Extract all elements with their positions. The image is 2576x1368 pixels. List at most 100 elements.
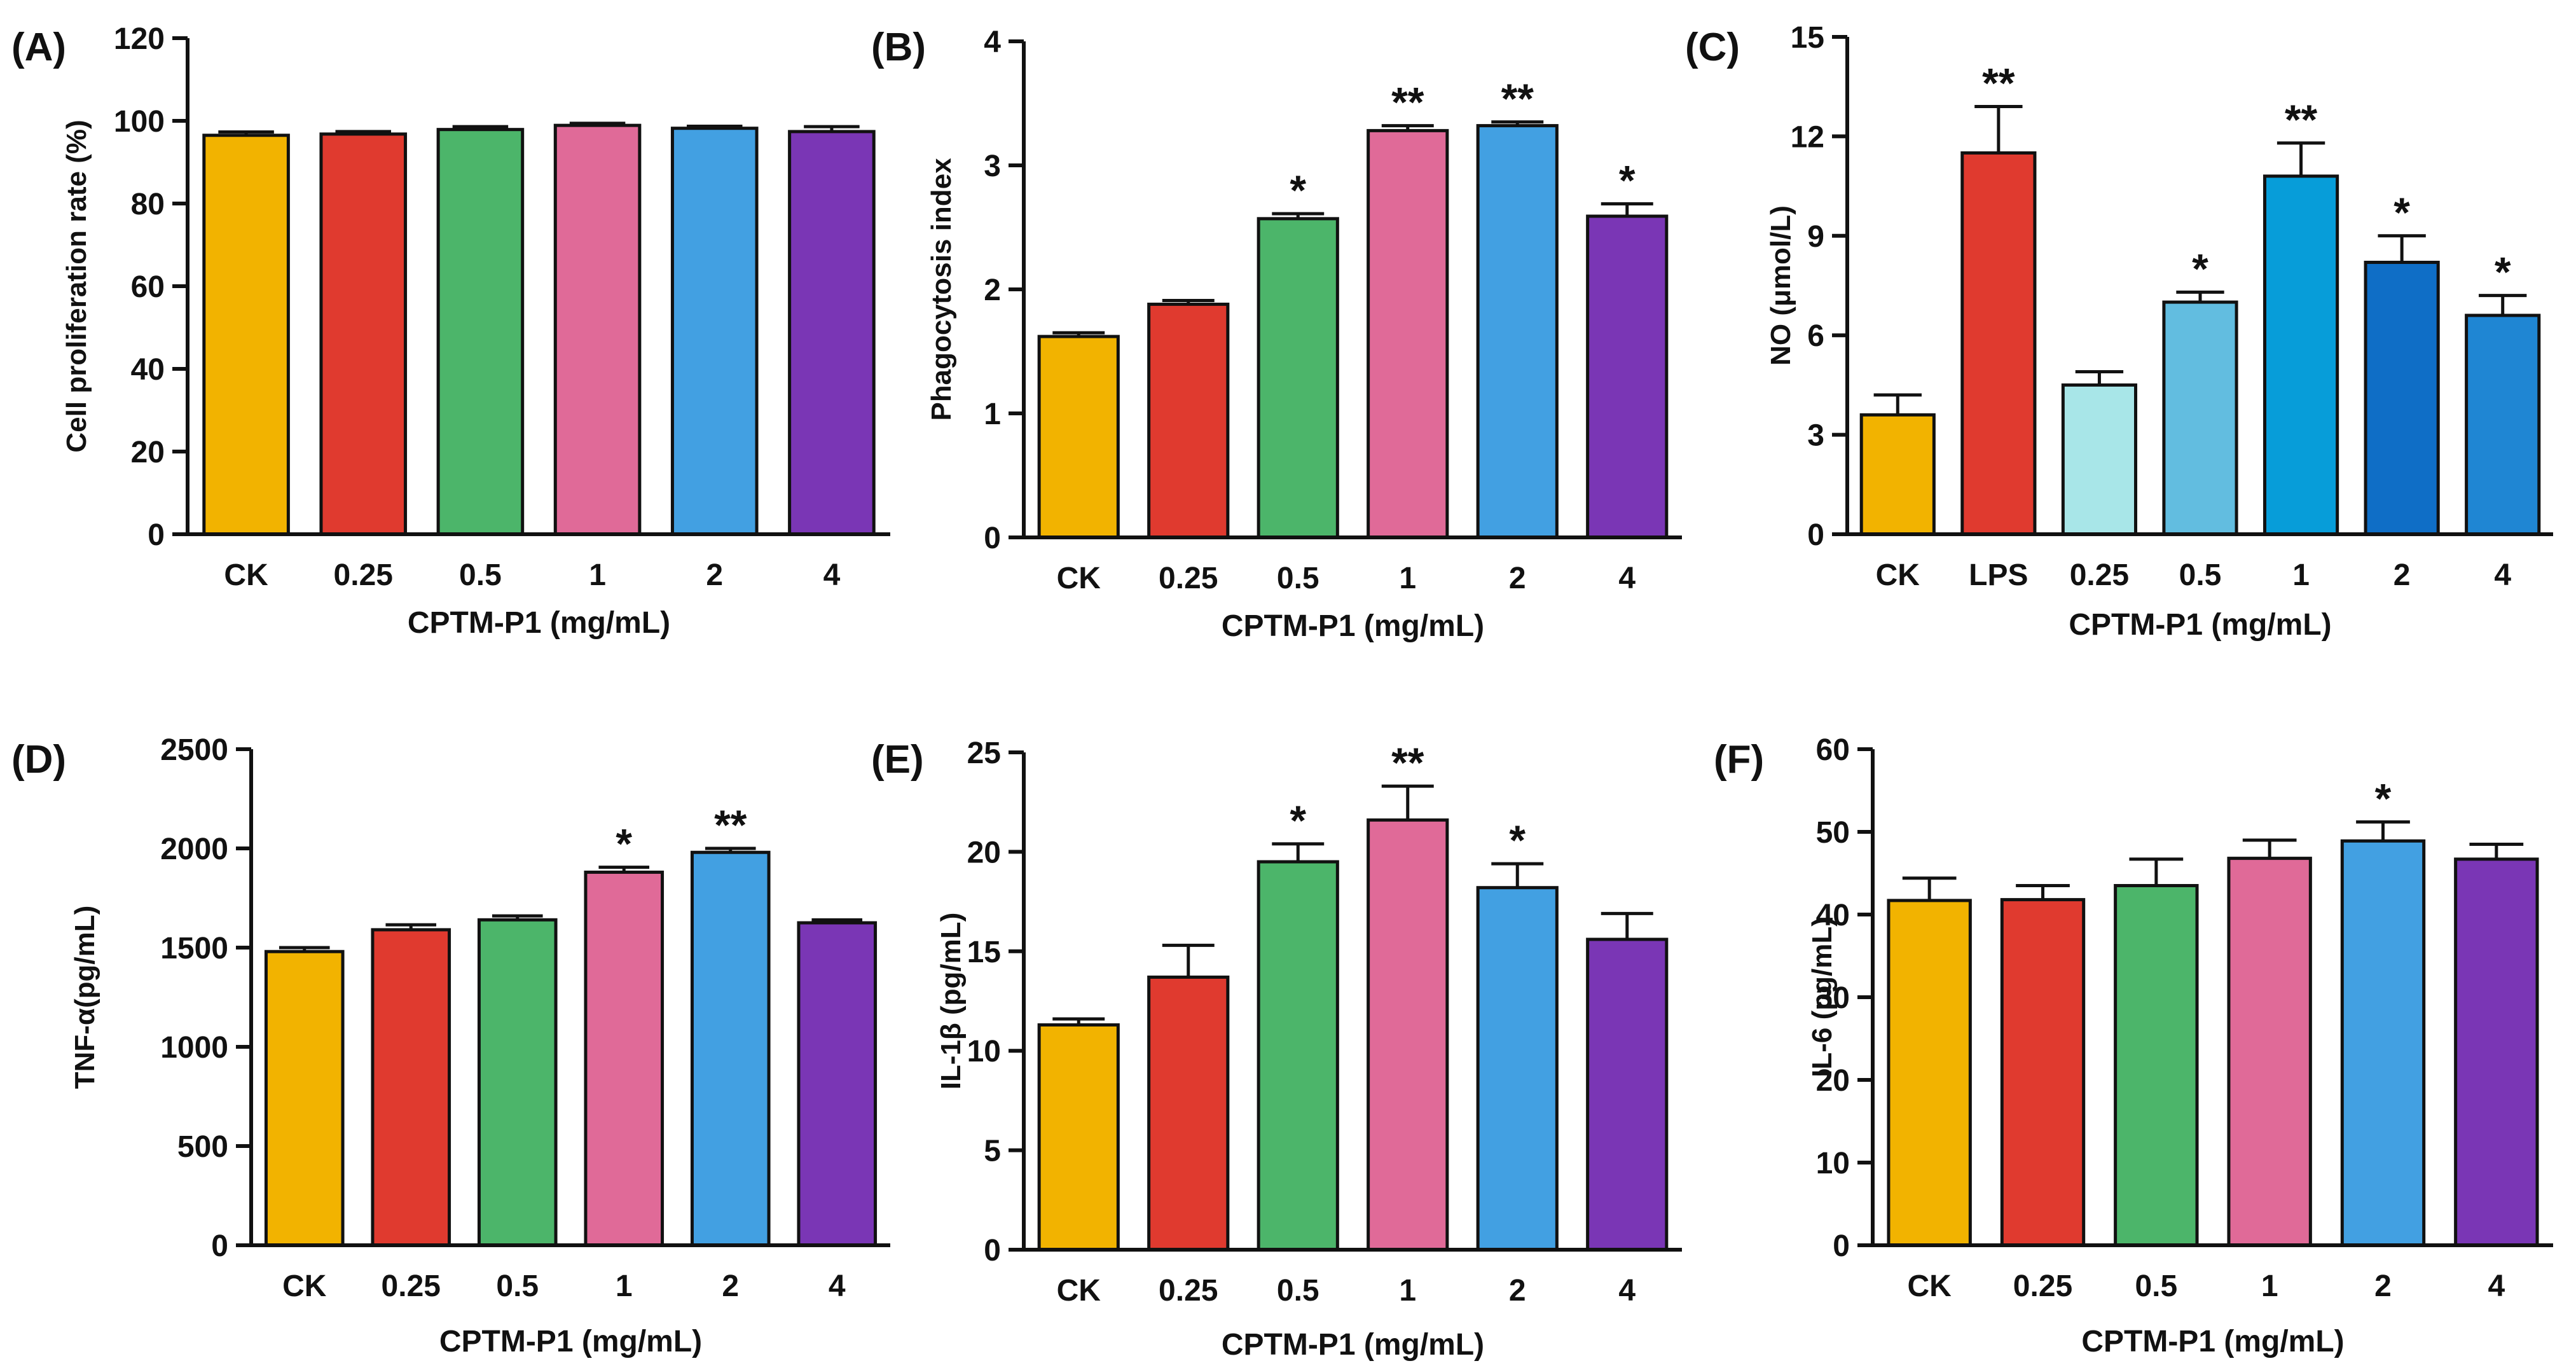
bar-1 <box>584 870 665 1247</box>
x-axis-title: CPTM-P1 (mg/mL) <box>1222 609 1484 643</box>
y-tick-label: 4 <box>984 25 1001 59</box>
y-tick-label: 1500 <box>160 932 228 965</box>
bar-2 <box>670 127 759 536</box>
bar-0-5 <box>2162 300 2238 536</box>
x-tick-label: 0.5 <box>1277 562 1319 595</box>
x-tick-label: LPS <box>1969 558 2028 592</box>
y-tick-label: 6 <box>1807 319 1824 353</box>
bar-ck <box>1859 413 1936 536</box>
y-tick-label: 25 <box>967 736 1001 770</box>
y-tick-label: 30 <box>1816 981 1850 1015</box>
significance-marker: ** <box>1391 79 1424 126</box>
significance-marker: ** <box>1391 739 1424 786</box>
significance-marker: ** <box>714 801 747 848</box>
bar-0-25 <box>319 132 408 536</box>
x-tick-label: 1 <box>2292 558 2310 592</box>
y-axis-title: IL-1β (pg/mL) <box>935 913 967 1090</box>
y-tick-label: 20 <box>967 836 1001 869</box>
bar-ck <box>1037 1023 1120 1252</box>
bar-4 <box>1586 937 1669 1252</box>
significance-marker: * <box>2192 245 2208 292</box>
bar-0-25 <box>1147 302 1230 539</box>
x-tick-label: 0.25 <box>1159 562 1218 595</box>
y-tick-label: 40 <box>131 353 165 387</box>
significance-marker: * <box>2495 249 2511 296</box>
y-tick-label: 2 <box>984 273 1001 307</box>
x-axis-title: CPTM-P1 (mg/mL) <box>2069 608 2331 642</box>
x-tick-label: 0.25 <box>1159 1274 1218 1308</box>
panel-label: (A) <box>11 25 66 69</box>
bar-ck <box>1037 335 1120 539</box>
y-tick-label: 80 <box>131 188 165 221</box>
x-tick-label: 1 <box>589 558 606 592</box>
x-tick-label: 1 <box>1399 1274 1416 1308</box>
bar-0-5 <box>436 128 525 536</box>
y-tick-label: 0 <box>984 1234 1001 1268</box>
y-tick-label: 10 <box>967 1035 1001 1068</box>
y-tick-label: 20 <box>131 436 165 469</box>
x-tick-label: 0.5 <box>2135 1269 2177 1303</box>
significance-marker: ** <box>2285 96 2318 143</box>
y-tick-label: 120 <box>114 22 165 56</box>
y-tick-label: 15 <box>967 936 1001 969</box>
x-tick-label: CK <box>1057 1274 1101 1308</box>
x-tick-label: 0.25 <box>2070 558 2129 592</box>
panel-f: (F) * 0 10 20 30 40 50 60 CK 0.25 0.5 1 2 4 CPTM-P1 (mg… <box>1714 733 2553 1358</box>
x-tick-label: 4 <box>1618 1274 1636 1308</box>
significance-marker: ** <box>1501 75 1534 122</box>
bar-2 <box>2340 839 2426 1247</box>
x-tick-label: 0.25 <box>382 1269 441 1303</box>
y-tick-label: 12 <box>1791 120 1824 154</box>
x-tick-label: CK <box>282 1269 327 1303</box>
y-tick-label: 2000 <box>160 833 228 866</box>
x-tick-label: 0.25 <box>334 558 393 592</box>
y-tick-label: 20 <box>1816 1064 1850 1098</box>
y-tick-label: 10 <box>1816 1147 1850 1180</box>
y-tick-label: 50 <box>1816 816 1850 850</box>
x-tick-label: 4 <box>2494 558 2511 592</box>
x-tick-label: 2 <box>2393 558 2411 592</box>
y-tick-label: 40 <box>1816 899 1850 932</box>
panel-label: (E) <box>871 738 924 782</box>
significance-marker: ** <box>1982 59 2015 106</box>
y-tick-label: 60 <box>131 270 165 304</box>
x-tick-label: 2 <box>1509 562 1526 595</box>
panel-a: (A) 0 20 40 60 80 100 120 CK 0.25 0.5 1 2 4 CPTM-P1 (m… <box>11 22 890 640</box>
y-axis-title: Phagocytosis index <box>926 158 957 421</box>
x-tick-label: CK <box>1057 562 1101 595</box>
y-tick-label: 3 <box>984 149 1001 183</box>
bar-ck <box>202 134 290 536</box>
bar-2 <box>690 850 771 1247</box>
x-tick-label: 0.5 <box>496 1269 539 1303</box>
y-tick-label: 0 <box>148 518 165 552</box>
significance-marker: * <box>1290 167 1306 214</box>
panel-label: (F) <box>1714 738 1764 782</box>
bar-0-5 <box>1257 860 1339 1252</box>
x-tick-label: CK <box>1876 558 1920 592</box>
x-tick-label: 2 <box>706 558 723 592</box>
y-tick-label: 5 <box>984 1135 1001 1168</box>
bar-1 <box>1367 128 1449 539</box>
x-axis-title: CPTM-P1 (mg/mL) <box>439 1325 702 1358</box>
bar-0-25 <box>2061 383 2138 536</box>
bar-1 <box>553 123 642 536</box>
bar-4 <box>788 130 876 536</box>
bar-1 <box>2263 174 2339 536</box>
x-tick-label: 0.25 <box>2013 1269 2072 1303</box>
bar-0-25 <box>2000 898 2086 1247</box>
x-tick-label: 1 <box>2261 1269 2278 1303</box>
bar-2 <box>2364 261 2440 536</box>
y-tick-label: 100 <box>114 105 165 139</box>
y-axis-title: NO (μmol/L) <box>1765 205 1796 366</box>
bar-0-5 <box>1257 217 1339 539</box>
x-tick-label: 0.5 <box>1277 1274 1319 1308</box>
y-axis-title: IL-6 (pg/mL) <box>1807 917 1838 1077</box>
x-tick-label: 2 <box>2374 1269 2392 1303</box>
x-tick-label: 4 <box>2488 1269 2505 1303</box>
significance-marker: * <box>2393 189 2410 236</box>
y-tick-label: 0 <box>211 1229 228 1263</box>
y-tick-label: 0 <box>984 522 1001 555</box>
x-tick-label: CK <box>1908 1269 1952 1303</box>
